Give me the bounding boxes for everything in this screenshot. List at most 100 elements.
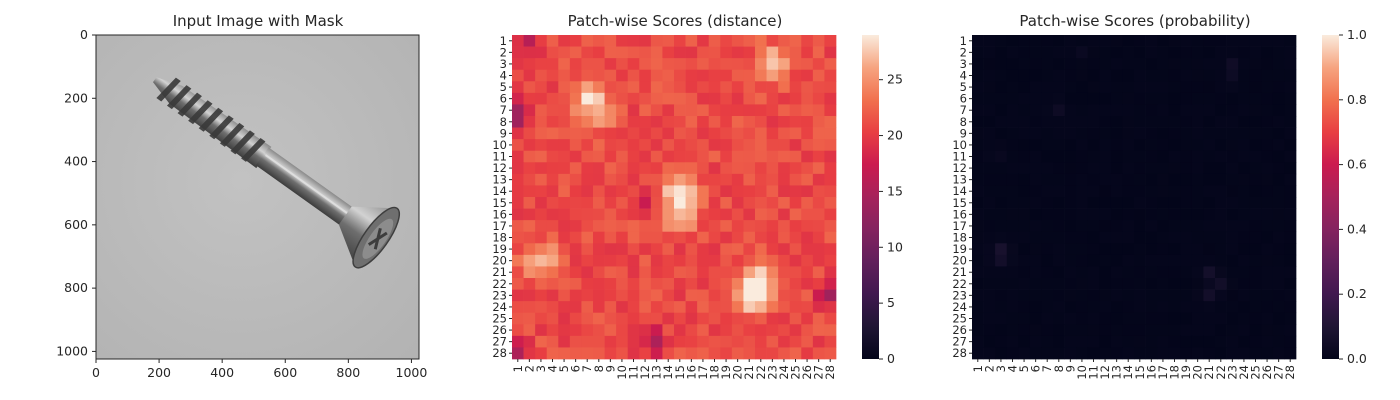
heatmap-cell (593, 58, 605, 71)
heatmap-cell (1041, 254, 1054, 267)
heatmap-cell (1168, 324, 1181, 337)
heatmap-cell (1122, 46, 1135, 59)
heatmap-cell (1122, 254, 1135, 267)
heatmap-cell (1157, 266, 1170, 279)
heatmap-cell (1018, 69, 1031, 82)
heatmap-cell (1157, 35, 1170, 47)
heatmap-cell (1145, 92, 1158, 105)
heatmap-cell (1134, 243, 1146, 256)
heatmap-cell (778, 243, 791, 256)
heatmap-cell (1145, 35, 1158, 47)
heatmap-cell (743, 335, 756, 348)
heatmap-cell (1272, 243, 1285, 256)
heatmap-cell (604, 46, 617, 59)
heatmap-cell (512, 92, 524, 105)
heatmap-cell (1018, 116, 1031, 128)
heatmap-cell (1110, 197, 1123, 209)
heatmap-cell (1157, 312, 1170, 325)
heatmap-cell (789, 324, 802, 337)
heatmap-cell (1029, 139, 1042, 152)
heatmap-cell (662, 150, 675, 163)
heatmap-x-tick-label: 2 (982, 365, 996, 372)
heatmap-cell (697, 139, 710, 152)
heatmap-cell (639, 208, 652, 221)
heatmap-cell (995, 116, 1008, 128)
heatmap-y-tick-label: 16 (952, 207, 967, 221)
heatmap-cell (972, 301, 984, 314)
heatmap-cell (1238, 289, 1251, 302)
heatmap-cell (1238, 81, 1251, 94)
heatmap-cell (1134, 150, 1146, 163)
heatmap-cell (812, 324, 825, 337)
heatmap-cell (1006, 127, 1019, 140)
heatmap-cell (812, 231, 825, 244)
heatmap-cell (1226, 92, 1239, 105)
heatmap-cell (1110, 220, 1123, 233)
heatmap-cell (789, 289, 802, 302)
heatmap-cell (1261, 150, 1274, 163)
heatmap-cell (639, 185, 652, 198)
heatmap-y-tick-label: 9 (500, 126, 507, 140)
heatmap-cell (1203, 69, 1216, 82)
heatmap-cell (995, 150, 1008, 163)
heatmap-y-tick-label: 25 (492, 312, 507, 326)
heatmap-cell (616, 173, 629, 186)
heatmap-cell (983, 81, 996, 94)
heatmap-cell (778, 46, 791, 59)
heatmap-cell (546, 254, 559, 267)
heatmap-cell (972, 278, 984, 290)
heatmap-cell (616, 301, 629, 314)
heatmap-cell (1053, 185, 1065, 198)
heatmap-cell (720, 301, 733, 314)
heatmap-cell (1157, 254, 1170, 267)
heatmap-x-tick-label: 25 (789, 365, 803, 380)
heatmap-cell (1041, 243, 1054, 256)
heatmap-cell (1018, 127, 1031, 140)
heatmap-x-tick-label: 2 (522, 365, 536, 372)
heatmap-x-tick-label: 25 (1249, 365, 1263, 380)
heatmap-cell (1249, 231, 1262, 244)
screw-thread (219, 122, 245, 147)
heatmap-cell (1226, 116, 1239, 128)
heatmap-cell (558, 127, 571, 140)
heatmap-cell (535, 278, 548, 290)
heatmap-cell (1203, 208, 1216, 221)
heatmap-cell (731, 243, 744, 256)
heatmap-cell (824, 312, 837, 325)
heatmap-cell (801, 92, 814, 105)
heatmap-cell (1006, 266, 1019, 279)
heatmap-cell (1087, 278, 1100, 290)
heatmap-cell (1099, 150, 1112, 163)
heatmap-cell (650, 162, 663, 175)
heatmap-cell (824, 46, 837, 59)
heatmap-cell (743, 231, 756, 244)
heatmap-cell (674, 58, 686, 71)
heatmap-cell (535, 104, 548, 117)
heatmap-cell (972, 243, 984, 256)
heatmap-cell (1284, 162, 1297, 175)
heatmap-y-tick-label: 18 (492, 231, 507, 245)
heatmap-y-tick-label: 12 (492, 161, 507, 175)
heatmap-cell (789, 197, 802, 209)
screw-picture (153, 77, 401, 269)
heatmap-cell (1215, 335, 1227, 348)
heatmap-cell (1076, 58, 1089, 71)
heatmap-cell (801, 335, 814, 348)
heatmap-cell (593, 162, 605, 175)
heatmap-cell (581, 243, 594, 256)
heatmap-cell (743, 324, 756, 337)
heatmap-cell (1110, 81, 1123, 94)
heatmap-cell (523, 173, 536, 186)
heatmap-cell (1064, 289, 1077, 302)
heatmap-cell (1064, 46, 1077, 59)
heatmap-cell (766, 231, 779, 244)
heatmap-cell (1238, 127, 1251, 140)
heatmap-cell (616, 139, 629, 152)
heatmap-cell (1018, 266, 1031, 279)
heatmap-cell (581, 35, 594, 47)
heatmap-cell (558, 173, 571, 186)
heatmap-cell (685, 173, 698, 186)
heatmap-cell (1087, 185, 1100, 198)
heatmap-cell (604, 58, 617, 71)
